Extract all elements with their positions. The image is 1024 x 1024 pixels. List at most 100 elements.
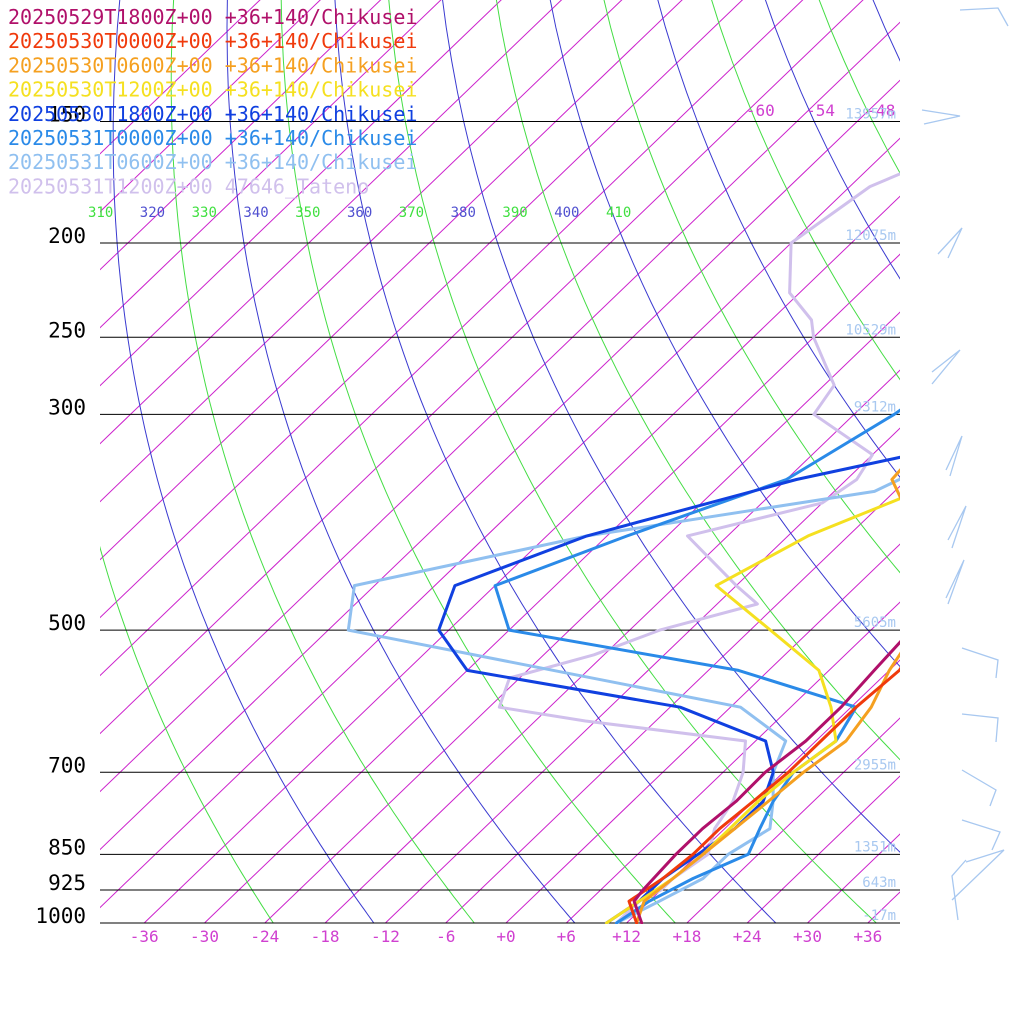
isotherm-line [100,79,900,851]
height-label: -17m [862,908,896,924]
dry-adiabat-line [170,0,475,924]
sounding-trace [635,468,900,924]
theta-label: 380 [451,205,476,221]
theta-label: 330 [192,205,217,221]
sounding-traces [346,172,900,924]
pressure-tick-label: 200 [48,224,86,248]
isotherm-line [100,0,442,329]
sounding-trace [346,477,900,924]
temperature-tick-label: -6 [436,927,455,946]
axis-labels: 1001502002503005007008509251000-36-30-24… [35,101,895,946]
pressure-tick-label: 925 [48,871,86,895]
height-label: 13957m [845,106,896,122]
sounding-trace [627,666,900,924]
wind-barb [951,849,1005,901]
isotherm-line [100,0,502,387]
isotherm-line [100,0,744,619]
wind-barb [921,109,961,125]
pressure-tick-label: 300 [48,395,86,419]
height-label: 9312m [854,399,896,415]
theta-label: 400 [554,205,579,221]
isotherm-top-label: -48 [866,101,895,120]
isotherm-line [324,369,900,924]
legend-entry: 20250530T0600Z+00 +36+140/Chikusei [8,53,417,77]
isotherm-line [100,0,804,677]
height-labels: 16524m13957m12075m10529m9312m5605m2955m1… [845,106,896,924]
sounding-trace [493,408,900,924]
dry-adiabat-line [549,0,900,668]
pressure-tick-label: 700 [48,753,86,777]
legend-entry: 20250530T1800Z+00 +36+140/Chikusei [8,102,417,126]
temperature-tick-label: -36 [130,927,159,946]
temperature-tick-label: +12 [612,927,641,946]
isotherm-line [445,485,900,924]
dry-adiabat-line [939,0,1024,923]
temperature-tick-label: -30 [190,927,219,946]
isotherm-line [626,659,900,924]
temperature-tick-label: -18 [311,927,340,946]
legend: 20250529T1800Z+00 +36+140/Chikusei202505… [8,5,417,198]
dry-adiabat-line [442,0,900,853]
isotherm-line [100,137,900,909]
legend-entry: 20250531T0000Z+00 +36+140/Chikusei [8,126,417,150]
temperature-tick-label: -24 [250,927,279,946]
dry-adiabat-line [280,0,676,924]
sounding-trace [605,497,900,924]
isotherm-line [100,0,563,445]
wind-barb [947,505,967,549]
height-label: 2955m [854,757,896,773]
theta-label: 310 [88,205,113,221]
wind-barbs [921,7,1009,921]
height-label: 5605m [854,615,896,631]
isotherm-line [100,0,864,735]
isotherm-line [100,0,623,503]
wind-barb [951,859,967,921]
legend-entry: 20250531T1200Z+00 47646_Tateno [8,174,369,198]
isotherm-line [204,253,900,924]
wind-barb [931,349,961,385]
pressure-tick-label: 500 [48,611,86,635]
legend-entry: 20250529T1800Z+00 +36+140/Chikusei [8,5,417,29]
sounding-trace [437,455,900,924]
isotherm-top-label: -60 [746,101,775,120]
sounding-trace [632,640,900,924]
dry-adiabat-line [888,0,1024,923]
temperature-tick-label: +18 [672,927,701,946]
wind-barb [945,435,963,477]
isotherm-line [565,601,900,924]
isobar-lines [100,120,900,924]
isotherm-line [264,311,900,924]
wind-barb [961,819,1001,851]
legend-entry: 20250530T0000Z+00 +36+140/Chikusei [8,29,417,53]
dry-adiabat-line [603,0,900,574]
isotherm-line [505,543,900,924]
wind-barb [961,769,997,807]
dry-adiabat-line [112,0,375,924]
temperature-tick-label: +30 [793,927,822,946]
height-label: 643m [862,875,896,891]
dry-adiabat-line [657,0,900,479]
dry-adiabat-line [100,545,274,924]
theta-label: 350 [295,205,320,221]
isotherm-line [385,427,900,924]
theta-label: 410 [606,205,631,221]
theta-label: 320 [140,205,165,221]
isotherm-line [100,21,900,793]
temperature-tick-label: +24 [733,927,762,946]
temperature-tick-label: +6 [557,927,576,946]
dry-adiabat-line [388,0,877,924]
temperature-tick-label: +36 [853,927,882,946]
height-label: 1351m [854,839,896,855]
isotherm-line [143,195,900,924]
wind-barb [937,227,963,259]
temperature-tick-label: +0 [496,927,515,946]
pressure-tick-label: 1000 [35,904,86,928]
isotherm-top-label: -54 [806,101,835,120]
sounding-trace [497,172,900,924]
theta-label: 340 [243,205,268,221]
wind-barb [961,647,999,679]
dry-adiabat-line [711,0,900,381]
wind-barb [961,713,999,743]
pressure-tick-label: 850 [48,835,86,859]
